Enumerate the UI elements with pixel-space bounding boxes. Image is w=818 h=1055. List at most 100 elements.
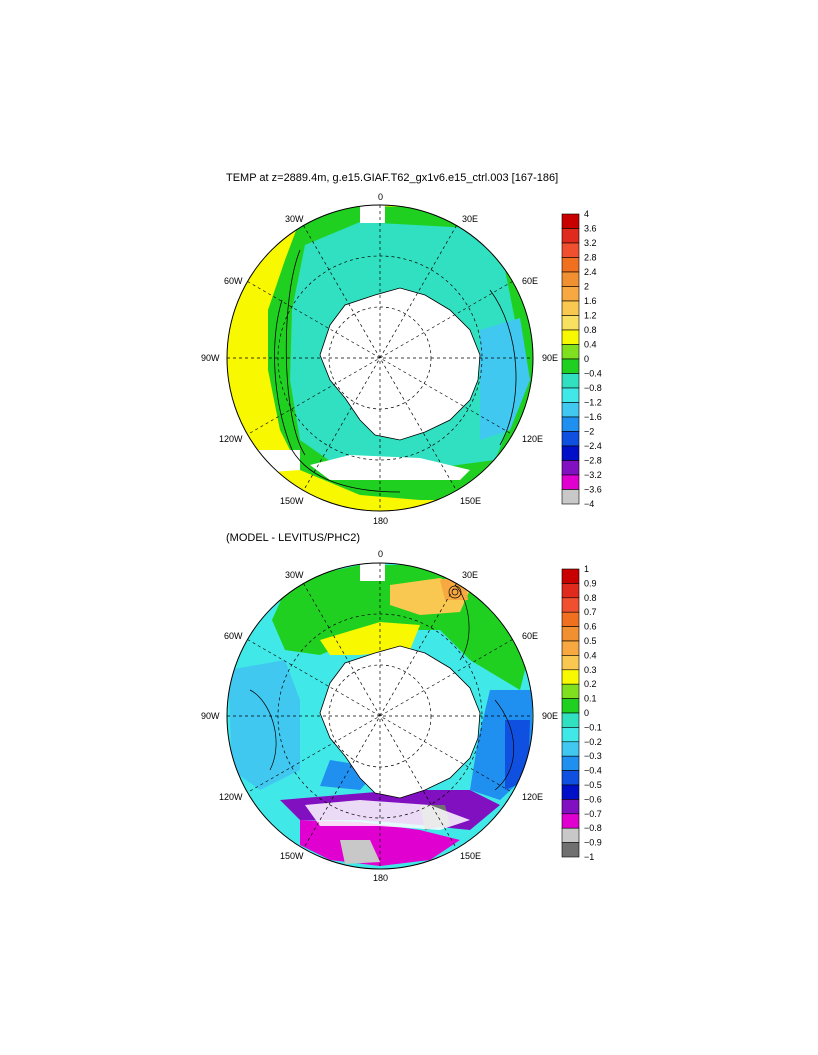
lon-label-30w: 30W xyxy=(285,570,304,580)
colorbar-label: −4 xyxy=(584,499,594,509)
colorbar-swatch xyxy=(561,640,580,656)
colorbar-label: 0.6 xyxy=(584,622,597,632)
lon-label-30e: 30E xyxy=(462,570,478,580)
colorbar-label: −0.2 xyxy=(584,737,602,747)
colorbar-swatch xyxy=(561,344,580,360)
diff-map: 0 30W 30E 60W 60E 90W 90E 120W 120E 150W… xyxy=(201,549,558,883)
colorbar-swatch xyxy=(561,698,580,714)
lon-label-120e: 120E xyxy=(522,792,543,802)
lon-label-30e: 30E xyxy=(462,214,478,224)
colorbar-temp: 4 3.6 3.2 2.8 2.4 2 1.6 1.2 0.8 0.4 0 −0.4 −0.8 −1.2 −… xyxy=(561,209,602,509)
colorbar-label: 0.4 xyxy=(584,650,597,660)
lon-label-0: 0 xyxy=(378,549,383,559)
lon-label-60e: 60E xyxy=(522,276,538,286)
lon-label-120w: 120W xyxy=(219,434,243,444)
colorbar-swatch xyxy=(561,655,580,671)
colorbar-label: −0.5 xyxy=(584,780,602,790)
colorbar-swatch xyxy=(561,271,580,287)
colorbar-swatch xyxy=(561,329,580,345)
colorbar-swatch xyxy=(561,568,580,584)
colorbar-label: −0.8 xyxy=(584,383,602,393)
colorbar-label: −0.4 xyxy=(584,369,602,379)
colorbar-swatch xyxy=(561,431,580,447)
colorbar-label: −0.3 xyxy=(584,751,602,761)
colorbar-label: −1 xyxy=(584,852,594,862)
lon-label-0: 0 xyxy=(378,192,383,202)
colorbar-label: 0.4 xyxy=(584,340,597,350)
colorbar-label: 0.8 xyxy=(584,325,597,335)
panel-title-temp: TEMP at z=2889.4m, g.e15.GIAF.T62_gx1v6.… xyxy=(226,172,559,184)
lon-label-30w: 30W xyxy=(285,214,304,224)
lon-label-90e: 90E xyxy=(542,353,558,363)
colorbar-swatch xyxy=(561,784,580,800)
lon-label-60w: 60W xyxy=(224,276,243,286)
lon-label-120e: 120E xyxy=(522,434,543,444)
colorbar-swatch xyxy=(561,257,580,273)
colorbar-label: 0.2 xyxy=(584,679,597,689)
colorbar-swatch xyxy=(561,611,580,627)
colorbar-swatch xyxy=(561,827,580,843)
colorbar-label: −0.9 xyxy=(584,838,602,848)
colorbar-swatch xyxy=(561,712,580,728)
colorbar-swatch xyxy=(561,683,580,699)
lon-label-60w: 60W xyxy=(224,631,243,641)
lon-label-120w: 120W xyxy=(219,792,243,802)
colorbar-label: 1.2 xyxy=(584,311,597,321)
colorbar-label: −3.2 xyxy=(584,470,602,480)
lon-label-60e: 60E xyxy=(522,631,538,641)
colorbar-swatch xyxy=(561,755,580,771)
colorbar-label: 0 xyxy=(584,708,589,718)
colorbar-swatch xyxy=(561,597,580,613)
colorbar-label: −2.8 xyxy=(584,456,602,466)
lon-label-150e: 150E xyxy=(460,496,481,506)
lon-label-180: 180 xyxy=(373,516,388,526)
colorbar-label: 2 xyxy=(584,282,589,292)
colorbar-swatch xyxy=(561,626,580,642)
colorbar-swatch xyxy=(561,286,580,302)
colorbar-swatch xyxy=(561,489,580,505)
colorbar-label: −0.8 xyxy=(584,823,602,833)
colorbar-swatch xyxy=(561,358,580,374)
colorbar-label: 1 xyxy=(584,564,589,574)
colorbar-label: 0.7 xyxy=(584,607,597,617)
panel-title-diff: (MODEL - LEVITUS/PHC2) xyxy=(226,532,361,544)
lon-label-150e: 150E xyxy=(460,851,481,861)
colorbar-label: 0.5 xyxy=(584,636,597,646)
colorbar-label: 0.8 xyxy=(584,593,597,603)
colorbar-swatch xyxy=(561,315,580,331)
colorbar-label: −0.7 xyxy=(584,809,602,819)
colorbar-swatch xyxy=(561,474,580,490)
colorbar-swatch xyxy=(561,842,580,858)
lon-label-150w: 150W xyxy=(280,851,304,861)
colorbar-label: 0.3 xyxy=(584,665,597,675)
colorbar-swatch xyxy=(561,727,580,743)
colorbar-label: −3.6 xyxy=(584,485,602,495)
colorbar-label: 4 xyxy=(584,209,589,219)
colorbar-swatch xyxy=(561,373,580,389)
colorbar-swatch xyxy=(561,669,580,685)
colorbar-swatch xyxy=(561,445,580,461)
colorbar-label: 0.1 xyxy=(584,694,597,704)
lon-label-150w: 150W xyxy=(280,496,304,506)
colorbar-label: 0.9 xyxy=(584,578,597,588)
colorbar-label: 3.6 xyxy=(584,224,597,234)
colorbar-swatch xyxy=(561,387,580,403)
colorbar-swatch xyxy=(561,402,580,418)
colorbar-label: 1.6 xyxy=(584,296,597,306)
colorbar-label: 2.8 xyxy=(584,253,597,263)
colorbar-swatch xyxy=(561,770,580,786)
colorbar-swatch xyxy=(561,813,580,829)
colorbar-swatch xyxy=(561,213,580,229)
colorbar-diff: 1 0.9 0.8 0.7 0.6 0.5 0.4 0.3 0.2 0.1 0 −0.1 −0.2 −0.… xyxy=(561,564,602,862)
colorbar-label: −0.4 xyxy=(584,766,602,776)
colorbar-label: −2.4 xyxy=(584,441,602,451)
lon-label-90w: 90W xyxy=(201,711,220,721)
colorbar-label: −0.6 xyxy=(584,794,602,804)
colorbar-swatch xyxy=(561,583,580,599)
colorbar-label: −0.1 xyxy=(584,722,602,732)
colorbar-swatch xyxy=(561,228,580,244)
colorbar-swatch xyxy=(561,300,580,316)
temp-map: 0 30W 30E 60W 60E 90W 90E 120W 120E 150W… xyxy=(201,192,558,526)
colorbar-swatch xyxy=(561,242,580,258)
